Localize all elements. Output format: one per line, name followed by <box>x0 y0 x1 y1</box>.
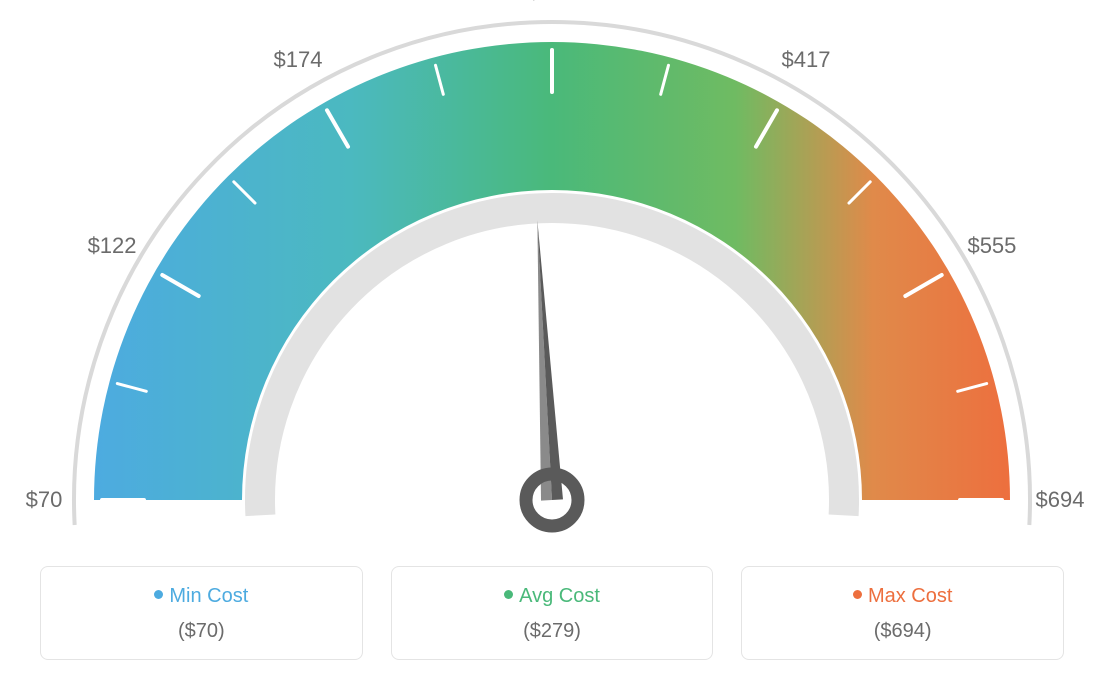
gauge-tick-label: $70 <box>26 487 63 513</box>
gauge-tick-label: $555 <box>967 233 1016 259</box>
legend-title-text-min: Min Cost <box>169 585 248 607</box>
legend-card-min: Min Cost ($70) <box>40 566 363 660</box>
legend-value-max: ($694) <box>752 620 1053 643</box>
gauge: $70 $122 $174 $279 $417 $555 $694 <box>0 0 1104 560</box>
legend-title-min: Min Cost <box>51 585 352 608</box>
legend-dot-max <box>853 590 862 599</box>
gauge-tick-label: $122 <box>88 233 137 259</box>
legend-title-text-avg: Avg Cost <box>519 585 600 607</box>
legend-row: Min Cost ($70) Avg Cost ($279) Max Cost … <box>40 566 1064 660</box>
legend-value-min: ($70) <box>51 620 352 643</box>
legend-title-text-max: Max Cost <box>868 585 952 607</box>
legend-dot-min <box>154 590 163 599</box>
legend-card-avg: Avg Cost ($279) <box>391 566 714 660</box>
legend-value-avg: ($279) <box>402 620 703 643</box>
gauge-tick-label: $174 <box>274 47 323 73</box>
legend-card-max: Max Cost ($694) <box>741 566 1064 660</box>
gauge-tick-label: $417 <box>782 47 831 73</box>
chart-container: $70 $122 $174 $279 $417 $555 $694 Min Cost ($7… <box>0 0 1104 690</box>
gauge-svg <box>0 0 1104 560</box>
gauge-tick-label: $279 <box>528 0 577 5</box>
legend-title-avg: Avg Cost <box>402 585 703 608</box>
legend-title-max: Max Cost <box>752 585 1053 608</box>
gauge-tick-label: $694 <box>1036 487 1085 513</box>
legend-dot-avg <box>504 590 513 599</box>
